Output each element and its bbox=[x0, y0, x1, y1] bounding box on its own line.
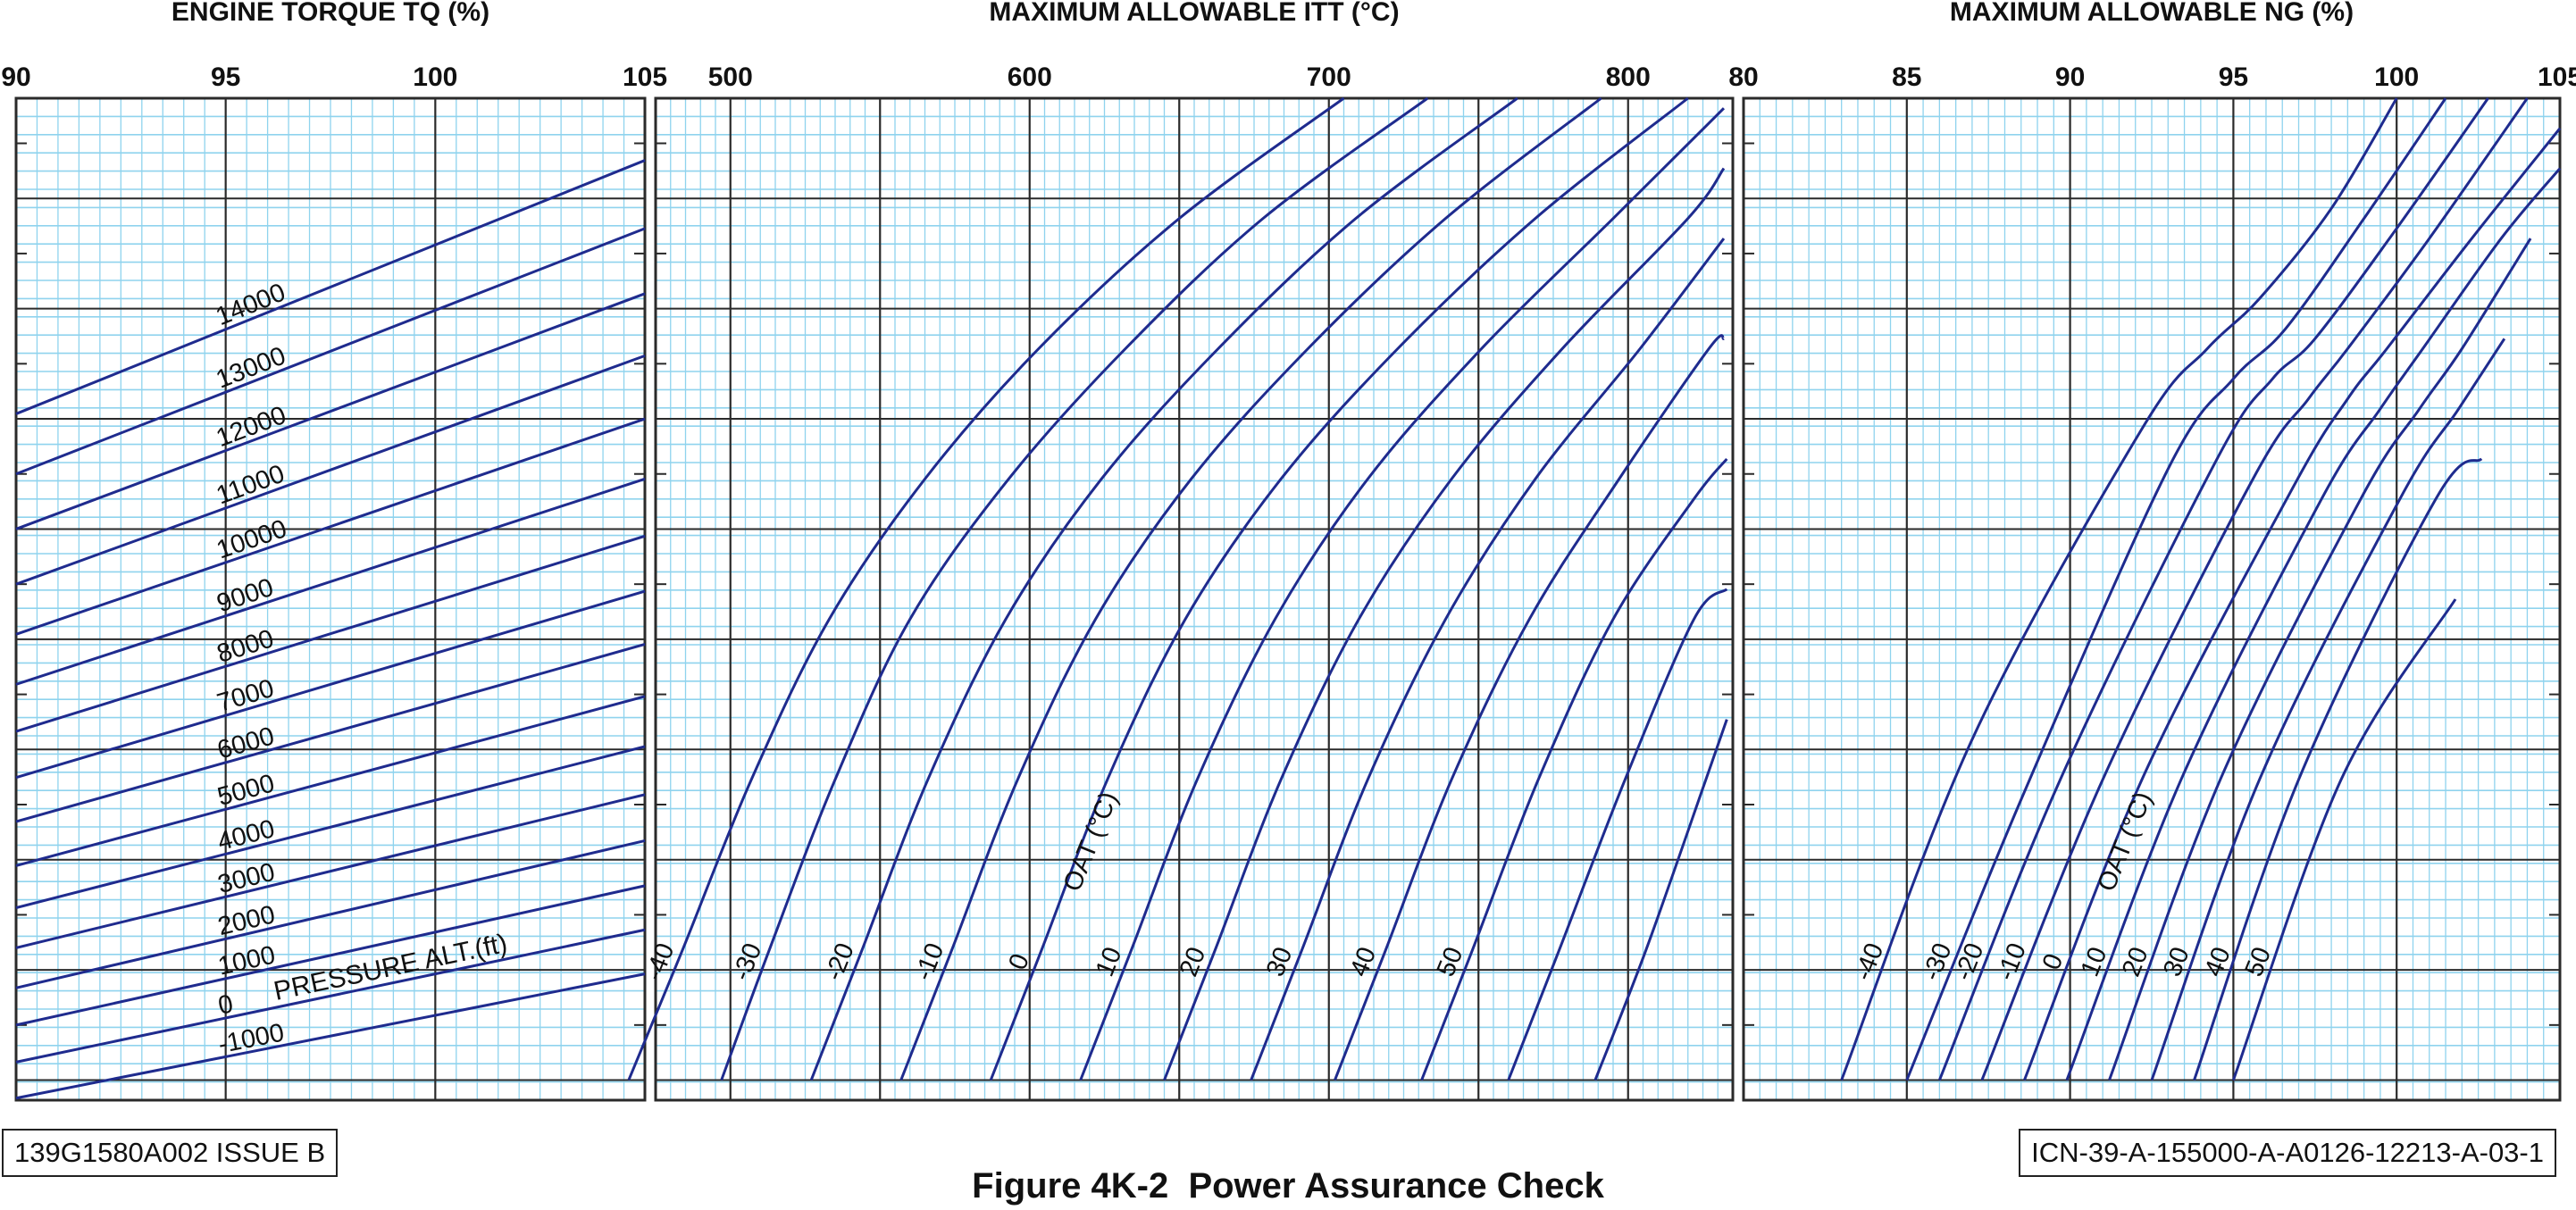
altitude-label: 4000 bbox=[214, 814, 277, 856]
panel-2-curve bbox=[899, 96, 1602, 1081]
panel-3-curve bbox=[1905, 97, 2447, 1081]
altitude-label: 0 bbox=[216, 989, 236, 1021]
panel-2-curve bbox=[809, 96, 1518, 1081]
curves-layer bbox=[15, 96, 2562, 1100]
panel-3-title: MAXIMUM ALLOWABLE NG (%) bbox=[1950, 0, 2354, 27]
panel-1-tick-label: 105 bbox=[623, 63, 667, 92]
panel-2-tick-label: 700 bbox=[1307, 63, 1351, 92]
panel-2-frame bbox=[654, 96, 1735, 1102]
altitude-label: 3000 bbox=[215, 858, 278, 899]
oat-label: -20 bbox=[1949, 939, 1989, 985]
panel-2-title: MAXIMUM ALLOWABLE ITT (°C) bbox=[989, 0, 1399, 27]
panel-2-tick-label: 500 bbox=[708, 63, 753, 92]
panel-3-curve bbox=[1980, 97, 2529, 1081]
panel-frames bbox=[14, 96, 2562, 1102]
altitude-label: 10000 bbox=[213, 514, 291, 564]
panel-3-tick-label: 95 bbox=[2219, 63, 2248, 92]
panel-3-tick-label: 90 bbox=[2055, 63, 2085, 92]
panel-1-curve bbox=[15, 695, 646, 867]
oat-label: -30 bbox=[727, 939, 767, 985]
panel-3-tick-label: 100 bbox=[2374, 63, 2419, 92]
panel-2-curve bbox=[1163, 167, 1726, 1081]
grid-layer bbox=[15, 98, 2560, 1100]
oat-label: -10 bbox=[1992, 939, 2032, 985]
panel-3-tick-label: 85 bbox=[1892, 63, 1921, 92]
oat-label: 20 bbox=[2117, 943, 2154, 981]
altitude-label: 14000 bbox=[212, 278, 289, 331]
panel-3-curve bbox=[1937, 97, 2489, 1081]
panel-3-curve bbox=[1840, 97, 2398, 1081]
panel-1-curve bbox=[15, 159, 646, 415]
altitude-label: 13000 bbox=[213, 341, 290, 394]
oat-label: 10 bbox=[2076, 943, 2113, 981]
panel-1-title: ENGINE TORQUE TQ (%) bbox=[171, 0, 489, 27]
panel-1-curve bbox=[15, 745, 646, 910]
oat-label: -20 bbox=[820, 939, 860, 985]
panel-3-curve bbox=[2193, 457, 2483, 1081]
icn-id-label: ICN-39-A-155000-A-A0126-12213-A-03-1 bbox=[2019, 1129, 2556, 1178]
panel-1-curve bbox=[15, 417, 646, 636]
oat-label: -10 bbox=[909, 939, 949, 985]
panel-1-curve bbox=[15, 972, 646, 1100]
panel-2-curve bbox=[1593, 719, 1728, 1081]
document-id-label: 139G1580A002 ISSUE B bbox=[2, 1129, 339, 1178]
panel-1-tick-label: 90 bbox=[1, 63, 30, 92]
oat-label: 30 bbox=[2158, 943, 2195, 981]
altitude-label: 11000 bbox=[213, 460, 289, 511]
oat-label: -40 bbox=[1849, 939, 1889, 985]
panel-1-curve bbox=[15, 292, 646, 530]
panel-2-curve bbox=[1250, 238, 1726, 1081]
oat-label: 40 bbox=[2199, 943, 2237, 981]
panel-1-curve bbox=[15, 227, 646, 476]
panel-1-tick-label: 100 bbox=[413, 63, 457, 92]
panel-3-tick-label: 80 bbox=[1728, 63, 1758, 92]
panel-1-curve bbox=[15, 354, 646, 586]
panel-1-curve bbox=[15, 884, 646, 1027]
panel-2-curve bbox=[989, 96, 1689, 1081]
panel-1-curve bbox=[15, 477, 646, 686]
pressure-alt-label: PRESSURE ALT.(ft) bbox=[272, 929, 510, 1006]
figure-caption: Figure 4K-2 Power Assurance Check bbox=[972, 1166, 1604, 1206]
panel-2-curve bbox=[1334, 334, 1726, 1081]
panel-3-tick-label: 105 bbox=[2538, 63, 2576, 92]
panel-1-curve bbox=[15, 534, 646, 733]
panel-1-curve bbox=[15, 928, 646, 1064]
panel-3-curve bbox=[2065, 167, 2562, 1081]
panel-1-curve bbox=[15, 839, 646, 989]
panel-1-frame bbox=[14, 96, 647, 1102]
panel-3-curve bbox=[2108, 238, 2532, 1081]
oat-axis-label: OAT (°C) bbox=[2092, 788, 2157, 895]
panel-1-curve bbox=[15, 643, 646, 823]
panel-3-frame bbox=[1742, 96, 2562, 1102]
panel-2-curve bbox=[1079, 107, 1726, 1081]
altitude-label: 2000 bbox=[215, 900, 278, 941]
oat-axis-label: OAT (°C) bbox=[1058, 788, 1124, 895]
panel-1-tick-label: 95 bbox=[211, 63, 240, 92]
panel-1-curve bbox=[15, 793, 646, 949]
panel-2-curve bbox=[627, 96, 1345, 1081]
panel-2-curve bbox=[720, 96, 1429, 1081]
panel-1-curve bbox=[15, 589, 646, 780]
oat-label: 50 bbox=[2239, 943, 2277, 981]
panel-2-tick-label: 800 bbox=[1606, 63, 1651, 92]
panel-3-curve bbox=[2150, 338, 2506, 1081]
panel-2-curve bbox=[1507, 588, 1728, 1081]
panel-3-curve bbox=[2023, 127, 2562, 1081]
panel-3-curve bbox=[2231, 598, 2457, 1081]
panel-2-tick-label: 600 bbox=[1008, 63, 1052, 92]
panel-2-curve bbox=[1420, 457, 1728, 1081]
